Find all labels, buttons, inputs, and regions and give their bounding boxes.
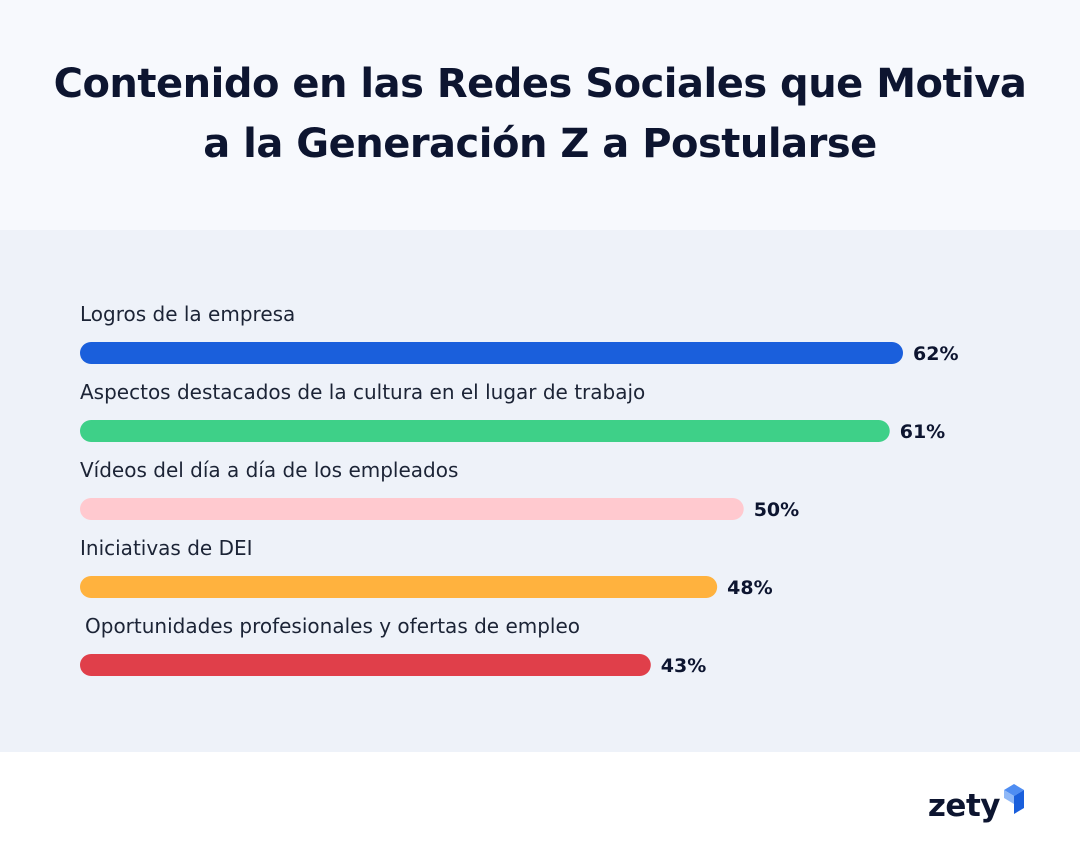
bar-value-label: 50% — [754, 499, 799, 521]
bar-value-label: 43% — [661, 655, 706, 677]
chart-title-line-1: Contenido en las Redes Sociales que Moti… — [53, 61, 1027, 107]
bar-value-label: 62% — [913, 343, 958, 365]
category-label: Vídeos del día a día de los empleados — [80, 458, 458, 482]
bar — [80, 342, 903, 364]
bar — [80, 498, 744, 520]
bar-value-label: 48% — [727, 577, 772, 599]
bar-value-label: 61% — [900, 421, 945, 443]
category-label: Oportunidades profesionales y ofertas de… — [85, 614, 580, 638]
bar — [80, 654, 651, 676]
chart-plot-area: Logros de la empresa 62% Aspectos destacad… — [0, 230, 1080, 752]
chart-title-line-2: a la Generación Z a Postularse — [203, 121, 877, 167]
logo-cube-icon — [1004, 784, 1024, 814]
category-label: Logros de la empresa — [80, 302, 295, 326]
zety-logo: zety — [928, 778, 1026, 822]
category-label: Iniciativas de DEI — [80, 536, 253, 560]
bar — [80, 576, 718, 598]
category-label: Aspectos destacados de la cultura en el … — [80, 380, 645, 404]
chart-title: Contenido en las Redes Sociales que Moti… — [0, 54, 1080, 174]
bar-chart: Logros de la empresa 62% Aspectos destacad… — [80, 302, 958, 677]
bar — [80, 420, 890, 442]
logo-wordmark: zety — [927, 788, 1001, 824]
chart-header: Contenido en las Redes Sociales que Moti… — [0, 0, 1080, 230]
